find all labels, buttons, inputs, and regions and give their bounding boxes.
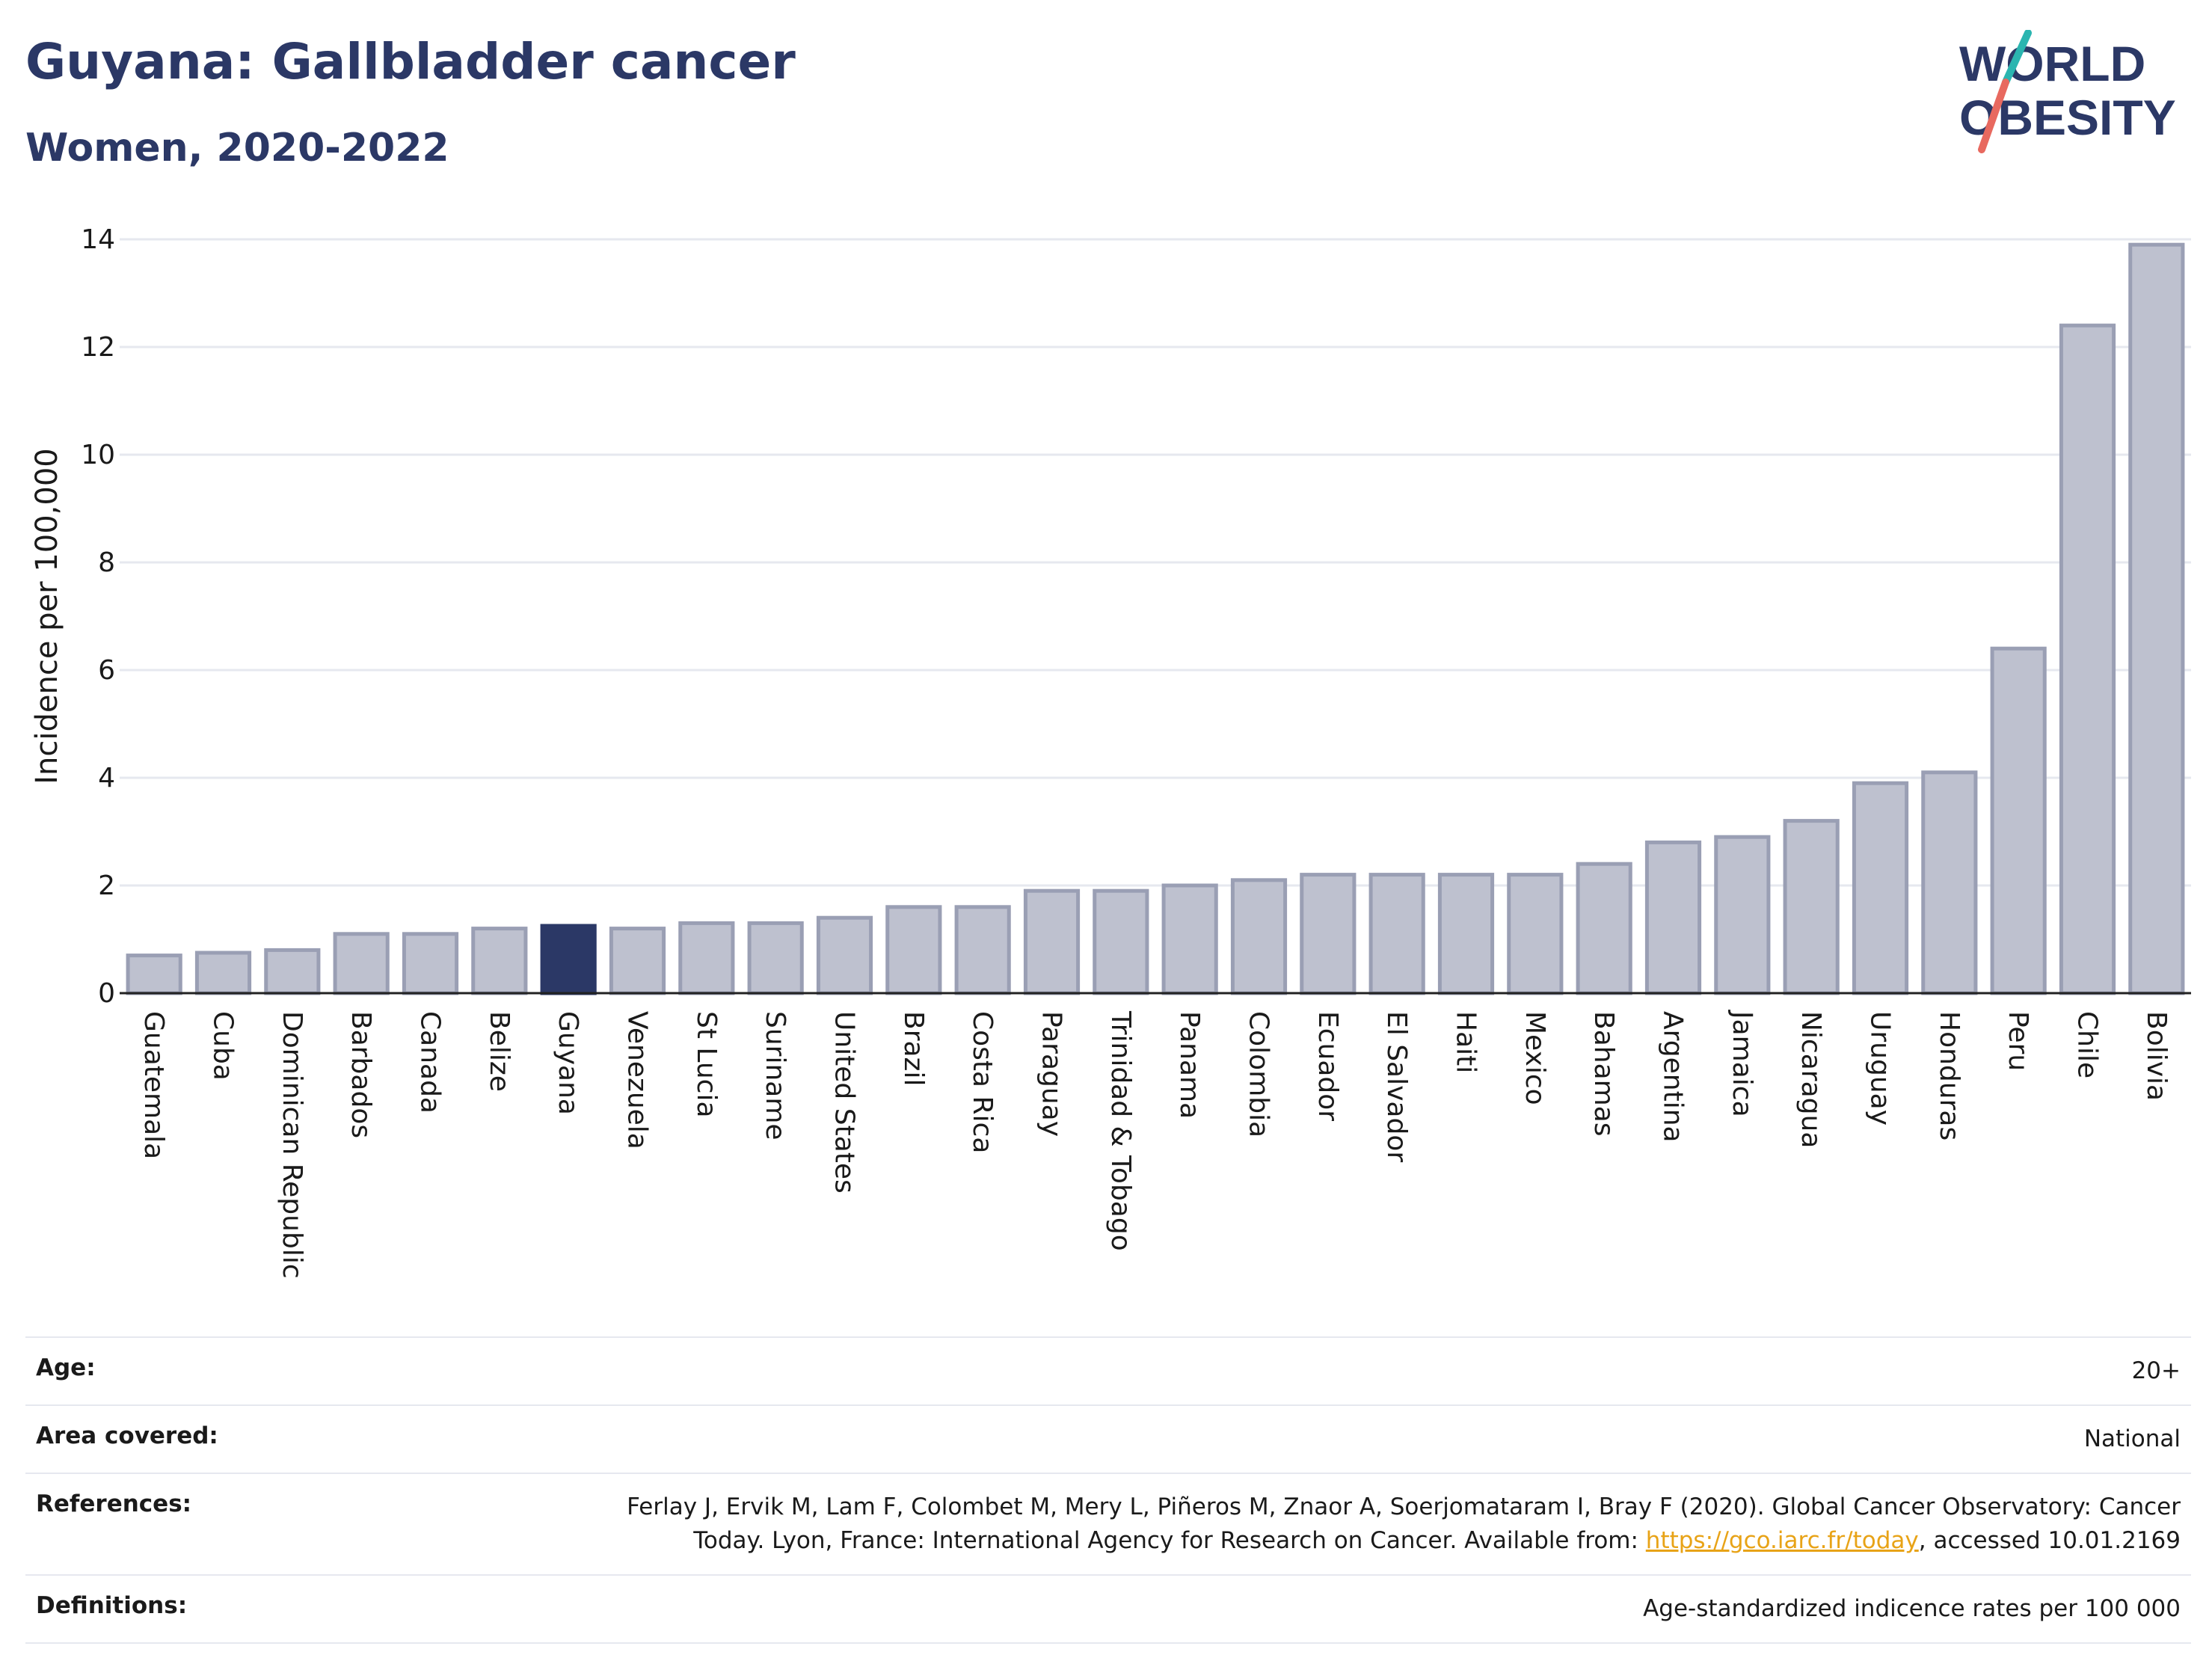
x-tick-label: Honduras — [1934, 1011, 1964, 1140]
bar — [1437, 873, 1495, 995]
logo-line1: WORLD — [1959, 36, 2145, 91]
definitions-value: Age-standardized indicence rates per 100… — [1643, 1594, 2181, 1622]
bar — [1161, 883, 1218, 995]
references-label: References: — [36, 1490, 192, 1517]
y-axis-label: Incidence per 100,000 — [30, 448, 64, 784]
x-tick-label: Uruguay — [1865, 1011, 1896, 1126]
info-row-area: Area covered: National — [25, 1404, 2191, 1473]
x-tick-label: Brazil — [898, 1011, 929, 1086]
age-value: 20+ — [2131, 1357, 2181, 1384]
x-tick-label: El Salvador — [1381, 1011, 1412, 1162]
references-line2-post: , accessed 10.01.2169 — [1918, 1526, 2181, 1554]
area-value: National — [2083, 1425, 2181, 1452]
bar — [954, 905, 1011, 995]
definitions-label: Definitions: — [36, 1591, 188, 1619]
references-line2: Today. Lyon, France: International Agenc… — [627, 1524, 2181, 1558]
logo-slash-teal — [2002, 30, 2032, 86]
bar — [1368, 873, 1425, 995]
x-tick-label: Trinidad & Tobago — [1105, 1010, 1136, 1251]
y-tick-label: 8 — [98, 547, 115, 578]
bar — [678, 921, 735, 995]
x-tick-label: Jamaica — [1727, 1010, 1757, 1117]
x-tick-label: Mexico — [1520, 1011, 1550, 1105]
x-tick-label: Ecuador — [1312, 1011, 1343, 1121]
x-tick-label: Guatemala — [138, 1011, 169, 1159]
x-tick-label: Guyana — [553, 1011, 583, 1115]
bar — [2128, 242, 2185, 995]
y-tick-label: 14 — [81, 224, 115, 255]
x-tick-label: Peru — [2003, 1011, 2033, 1071]
bar — [1852, 781, 1909, 995]
bar — [402, 932, 459, 995]
world-obesity-logo: WORLD OBESITY — [1959, 30, 2176, 153]
bar — [1093, 888, 1149, 995]
info-row-definitions: Definitions: Age-standardized indicence … — [25, 1573, 2191, 1644]
x-tick-label: Chile — [2072, 1011, 2103, 1078]
bar — [1023, 888, 1081, 995]
bar — [816, 915, 873, 995]
bar — [1714, 835, 1771, 995]
bar — [1576, 862, 1632, 995]
bar-chart: 0 2 4 6 8 10 12 14 Incidence per 100,000 Guatemal… — [30, 224, 2191, 1279]
bar — [471, 927, 528, 995]
x-tick-label: Barbados — [345, 1011, 376, 1138]
x-tick-label: St Lucia — [691, 1011, 722, 1118]
x-tick-label: Cuba — [208, 1011, 239, 1081]
y-tick-label: 10 — [81, 440, 115, 470]
bar — [609, 927, 666, 995]
references-line2-pre: Today. Lyon, France: International Agenc… — [693, 1526, 1646, 1554]
bar — [1507, 873, 1564, 995]
x-tick-label: Haiti — [1451, 1011, 1481, 1073]
bar — [126, 954, 182, 995]
bar — [1644, 840, 1702, 995]
area-label: Area covered: — [36, 1422, 218, 1449]
bar — [1921, 770, 1978, 995]
x-tick-label: Dominican Republic — [277, 1011, 307, 1279]
bar — [885, 905, 942, 995]
bar — [540, 924, 597, 995]
bar — [1230, 878, 1288, 995]
x-tick-label: Suriname — [760, 1011, 790, 1140]
chart-title: Guyana: Gallbladder cancer — [25, 33, 796, 90]
bar — [333, 932, 390, 995]
x-tick-label: Bolivia — [2141, 1011, 2172, 1101]
x-tick-label: Costa Rica — [967, 1011, 998, 1153]
bar — [1783, 819, 1840, 995]
y-tick-label: 6 — [98, 655, 115, 686]
x-tick-label: Bahamas — [1588, 1011, 1619, 1137]
references-value: Ferlay J, Ervik M, Lam F, Colombet M, Me… — [627, 1490, 2181, 1558]
x-tick-label: Colombia — [1244, 1011, 1274, 1137]
bar — [747, 921, 804, 995]
x-tick-label: Paraguay — [1036, 1011, 1067, 1137]
bar — [194, 951, 252, 995]
info-row-references: References: Ferlay J, Ervik M, Lam F, Co… — [25, 1472, 2191, 1574]
x-tick-label: Panama — [1174, 1011, 1205, 1119]
info-row-age: Age: 20+ — [25, 1336, 2191, 1404]
bar — [1990, 646, 2047, 995]
x-tick-label: United States — [829, 1011, 860, 1194]
info-table: Age: 20+ Area covered: National Referenc… — [25, 1336, 2191, 1644]
y-tick-label: 2 — [98, 871, 115, 901]
age-label: Age: — [36, 1354, 96, 1381]
x-tick-label: Nicaragua — [1795, 1011, 1826, 1148]
references-link[interactable]: https://gco.iarc.fr/today — [1645, 1526, 1919, 1554]
x-tick-label: Venezuela — [622, 1011, 653, 1149]
x-tick-label: Canada — [415, 1011, 446, 1114]
bar — [2059, 323, 2116, 995]
y-tick-label: 0 — [98, 978, 115, 1009]
x-tick-label: Belize — [484, 1011, 514, 1092]
references-line1: Ferlay J, Ervik M, Lam F, Colombet M, Me… — [627, 1493, 2181, 1520]
logo-slash-coral — [1978, 79, 2009, 153]
bar — [1300, 873, 1357, 995]
bar — [264, 948, 321, 995]
y-tick-label: 12 — [81, 332, 115, 363]
x-tick-label: Argentina — [1658, 1011, 1689, 1143]
y-tick-label: 4 — [98, 763, 115, 793]
chart-subtitle: Women, 2020-2022 — [25, 126, 449, 171]
